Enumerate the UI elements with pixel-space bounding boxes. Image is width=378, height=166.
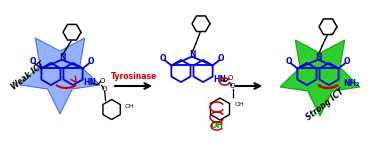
- Text: N: N: [59, 52, 65, 62]
- Text: Strong ICT: Strong ICT: [304, 86, 345, 122]
- Text: O: O: [228, 75, 233, 81]
- Text: O: O: [30, 57, 36, 66]
- Text: O: O: [160, 54, 166, 63]
- Text: O: O: [102, 85, 107, 91]
- Text: O: O: [344, 57, 350, 66]
- Text: OH: OH: [211, 122, 223, 130]
- Polygon shape: [280, 40, 360, 116]
- Text: NH₂: NH₂: [344, 79, 360, 88]
- Text: O: O: [100, 78, 105, 83]
- Text: O: O: [88, 57, 94, 66]
- Text: O: O: [218, 54, 224, 63]
- Text: N: N: [189, 49, 195, 59]
- Text: Weak ICT: Weak ICT: [10, 60, 47, 92]
- Polygon shape: [20, 38, 100, 114]
- Text: O: O: [286, 57, 292, 66]
- Text: OH: OH: [125, 104, 134, 109]
- Text: OH: OH: [235, 102, 245, 108]
- Text: HN: HN: [84, 78, 97, 87]
- Text: Tyrosinase: Tyrosinase: [110, 72, 156, 81]
- Text: O: O: [230, 83, 235, 88]
- Text: HN: HN: [214, 75, 227, 84]
- Text: N: N: [315, 52, 321, 62]
